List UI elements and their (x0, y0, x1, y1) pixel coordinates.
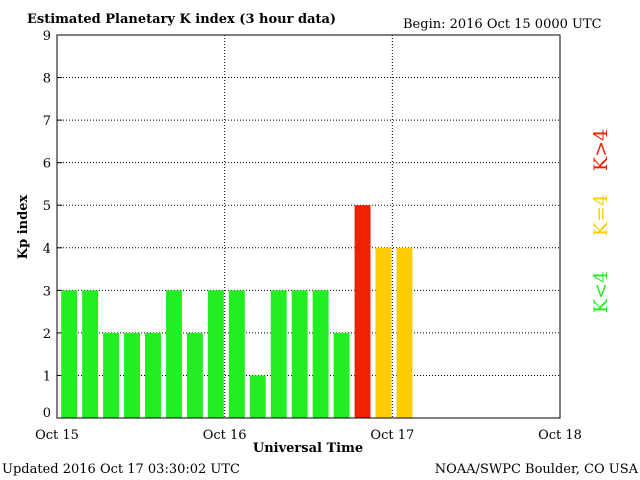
bar (61, 290, 78, 418)
bar (333, 332, 350, 418)
bar (354, 205, 371, 418)
x-tick-label: Oct 18 (538, 428, 582, 443)
bar (165, 290, 182, 418)
y-tick-label: 1 (43, 369, 51, 384)
legend-entry: K<4 (590, 271, 612, 313)
x-tick-label: Oct 17 (370, 428, 414, 443)
y-axis-label: Kp index (16, 195, 31, 260)
bar (270, 290, 287, 418)
y-tick-label: 5 (43, 199, 51, 214)
y-tick-label: 2 (43, 327, 51, 342)
footer-left: Updated 2016 Oct 17 03:30:02 UTC (2, 462, 240, 477)
bar (291, 290, 308, 418)
y-tick-label: 3 (43, 284, 51, 299)
y-tick-label: 6 (43, 157, 51, 172)
bar (103, 332, 120, 418)
y-tick-label: 0 (43, 406, 51, 421)
plot-frame (56, 34, 561, 419)
y-tick-label: 4 (43, 242, 51, 257)
bar (145, 332, 161, 418)
bar (82, 290, 99, 418)
bar (312, 290, 329, 418)
bar (396, 247, 413, 418)
bar (249, 375, 266, 418)
chart-subtitle: Begin: 2016 Oct 15 0000 UTC (403, 17, 602, 32)
legend-entry: K=4 (590, 194, 612, 236)
footer-right: NOAA/SWPC Boulder, CO USA (435, 462, 639, 477)
bar (228, 290, 245, 418)
bar (186, 332, 203, 418)
x-axis-label: Universal Time (253, 441, 363, 456)
y-tick-label: 8 (43, 72, 51, 87)
bar (207, 290, 224, 418)
bar (375, 247, 392, 418)
x-tick-label: Oct 15 (35, 428, 79, 443)
legend-entry: K>4 (590, 129, 612, 171)
x-tick-label: Oct 16 (203, 428, 247, 443)
y-tick-label: 7 (43, 114, 51, 129)
chart-title: Estimated Planetary K index (3 hour data… (27, 12, 336, 27)
bar (124, 332, 140, 418)
y-tick-label: 9 (43, 29, 51, 44)
